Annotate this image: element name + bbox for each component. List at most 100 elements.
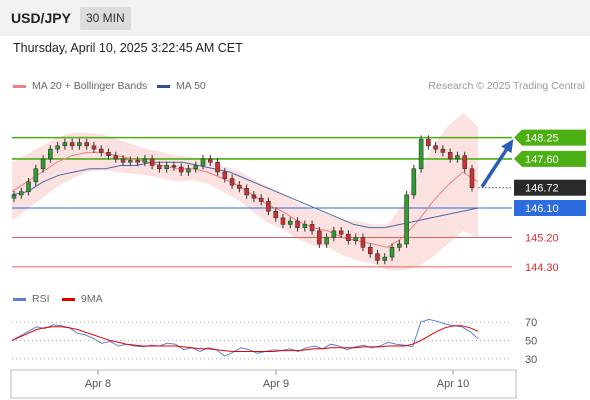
candle-body (48, 148, 53, 160)
candle-body (302, 224, 308, 228)
candle-body (367, 246, 373, 255)
candle-body (128, 160, 133, 163)
candle-body (317, 230, 322, 245)
candle-body (55, 145, 60, 150)
rsi-tick-label: 50 (525, 336, 537, 348)
candle-body (258, 197, 264, 202)
candle-body (215, 161, 220, 173)
rsi-line (11, 318, 479, 357)
candle-body (62, 142, 68, 147)
candle-body (98, 148, 104, 153)
candle-body (222, 171, 228, 179)
last-price-tag (514, 179, 586, 196)
candle-body (433, 145, 438, 150)
last-price-label: 146.72 (525, 183, 559, 195)
level-tag-148.25 (514, 129, 586, 146)
rsi-label: RSI (32, 293, 50, 305)
candle-body (447, 152, 453, 160)
candle-body (426, 138, 431, 147)
candle-body (237, 184, 242, 189)
candle-body (142, 158, 148, 163)
ma50-label: MA 50 (176, 80, 206, 92)
candle-body (404, 194, 409, 245)
ma20-swatch (13, 84, 26, 88)
legend-rsi: RSI (13, 293, 50, 305)
candle-body (273, 210, 279, 219)
credit-text: Research © 2025 Trading Central (428, 80, 585, 92)
candle-body (18, 191, 24, 196)
candle-body (353, 237, 358, 242)
x-tick-label: Apr 10 (437, 378, 469, 390)
timeframe-badge[interactable]: 30 MIN (80, 7, 131, 30)
candle-body (389, 246, 395, 258)
ma9-swatch (62, 297, 75, 301)
candle-body (135, 160, 140, 163)
candle-body (69, 142, 75, 147)
symbol-title: USD/JPY (11, 10, 71, 26)
candle-body (207, 158, 213, 163)
ma9-label: 9MA (81, 293, 103, 305)
candle-body (229, 178, 235, 186)
candle-body (397, 243, 402, 248)
x-tick-label: Apr 8 (85, 378, 111, 390)
rsi-tick-label: 30 (525, 354, 537, 366)
candle-body (309, 224, 315, 232)
candle-body (440, 148, 446, 153)
candle-body (360, 237, 366, 248)
candle-body (77, 142, 82, 147)
candle-body (244, 188, 249, 196)
ma50-line (11, 161, 479, 229)
candle-body (287, 220, 293, 225)
candle-body (11, 194, 17, 199)
level-tag-147.60 (514, 150, 586, 167)
candle-body (455, 155, 460, 160)
candle-body (120, 158, 126, 163)
ma50-swatch (157, 84, 170, 88)
candle-body (338, 230, 344, 235)
x-axis-frame (10, 369, 517, 399)
candle-body (331, 230, 337, 238)
candle-body (418, 138, 424, 170)
candle-body (346, 233, 351, 242)
level-label-144.30: 144.30 (525, 262, 559, 274)
rsi-9ma-line (11, 325, 479, 352)
level-label-146.10: 146.10 (525, 203, 559, 215)
candle-body (164, 165, 169, 170)
candle-body (251, 194, 257, 199)
rsi-swatch (13, 297, 26, 301)
candle-body (149, 158, 155, 166)
candle-body (106, 152, 111, 156)
candle-body (266, 201, 271, 212)
candle-body (295, 220, 300, 228)
level-label-147.60: 147.60 (525, 154, 559, 166)
candle-body (178, 166, 184, 173)
legend-ma50: MA 50 (157, 80, 206, 92)
forecast-arrow-head (501, 139, 514, 154)
candle-body (84, 142, 89, 147)
ma20-label: MA 20 + Bollinger Bands (32, 80, 148, 92)
rsi-tick-label: 70 (525, 317, 537, 329)
candle-body (324, 237, 329, 245)
candle-body (469, 168, 475, 189)
candle-body (411, 168, 417, 196)
candle-body (33, 168, 39, 183)
candle-body (193, 165, 199, 170)
level-label-148.25: 148.25 (525, 133, 559, 145)
legend-ma20: MA 20 + Bollinger Bands (13, 80, 147, 92)
x-tick-label: Apr 9 (263, 378, 289, 390)
candle-body (113, 155, 119, 160)
candle-body (157, 165, 162, 170)
level-tag-146.10 (514, 200, 586, 216)
candle-body (91, 145, 97, 150)
candle-body (26, 181, 31, 192)
candle-body (200, 158, 206, 166)
candle-body (171, 165, 177, 168)
candle-body (462, 155, 468, 170)
level-label-145.20: 145.20 (525, 232, 559, 244)
candle-body (382, 256, 388, 261)
candle-body (40, 158, 46, 170)
candle-body (186, 168, 191, 173)
chart-header: USD/JPY 30 MIN (0, 0, 590, 36)
legend-9ma: 9MA (62, 293, 103, 305)
